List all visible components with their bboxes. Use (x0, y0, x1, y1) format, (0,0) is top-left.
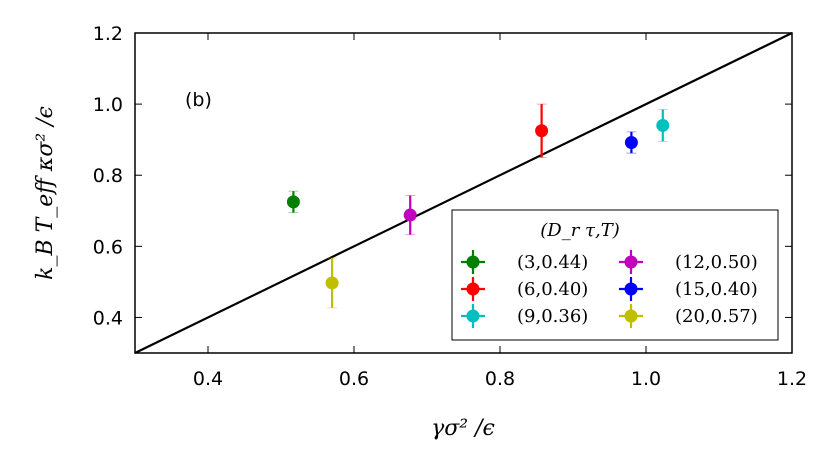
y-axis-label: k_B T_eff κσ² /ϵ (33, 106, 58, 280)
reference-line (134, 32, 793, 354)
legend-title: (D_r τ,T) (540, 220, 620, 241)
y-tick-label: 0.6 (93, 236, 123, 258)
data-point (535, 124, 549, 138)
plot-frame (134, 32, 793, 354)
legend: (D_r τ,T) (3,0.44) (6,0.40) (9,0.36) (12,0.… (451, 209, 779, 341)
panel-label: (b) (185, 89, 212, 111)
legend-label: (15,0.40) (675, 279, 758, 300)
legend-label: (3,0.44) (517, 252, 588, 273)
data-point (403, 208, 417, 222)
y-tick-label: 0.4 (93, 307, 123, 329)
y-tick-label: 1.2 (93, 23, 123, 45)
data-point (286, 195, 300, 209)
legend-label: (20,0.57) (675, 306, 758, 327)
data-points (286, 103, 670, 309)
legend-marker (466, 255, 480, 269)
legend-marker (466, 309, 480, 323)
legend-label: (9,0.36) (517, 306, 588, 327)
x-tick-label: 0.8 (485, 368, 515, 390)
x-tick-label: 1.0 (631, 368, 661, 390)
x-tick-label: 0.4 (193, 368, 223, 390)
axis-ticks: 0.4 0.6 0.8 1.0 1.2 0.4 0.6 0.8 1.0 1.2 (93, 23, 807, 390)
legend-marker (466, 282, 480, 296)
legend-marker (624, 309, 638, 323)
data-point (656, 118, 670, 132)
legend-marker (624, 282, 638, 296)
x-tick-label: 0.6 (339, 368, 369, 390)
x-axis-label: γσ² /ϵ (431, 416, 495, 441)
data-point (325, 276, 339, 290)
data-point (624, 136, 638, 150)
x-tick-label: 1.2 (777, 368, 807, 390)
y-tick-label: 0.8 (93, 165, 123, 187)
y-tick-label: 1.0 (93, 94, 123, 116)
legend-label: (12,0.50) (675, 252, 758, 273)
legend-box (451, 209, 779, 341)
reference-line-group (134, 32, 793, 354)
legend-marker (624, 255, 638, 269)
legend-label: (6,0.40) (517, 279, 588, 300)
